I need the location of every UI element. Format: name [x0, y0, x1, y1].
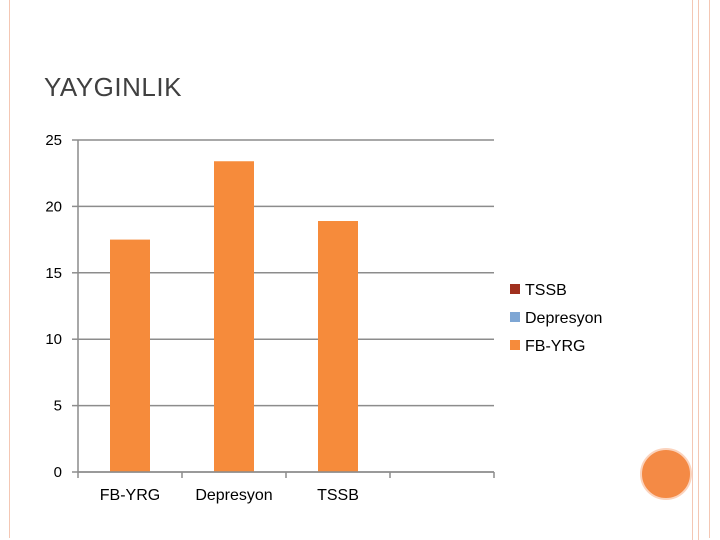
- x-tick-label: FB-YRG: [100, 487, 160, 504]
- x-tick-label: Depresyon: [195, 487, 272, 504]
- legend-swatch: [510, 340, 520, 350]
- y-tick-label: 25: [45, 132, 62, 149]
- slide-title: YAYGINLIK: [44, 72, 182, 102]
- y-tick-label: 10: [45, 331, 62, 348]
- decorative-circle: [640, 448, 692, 500]
- bar-tssb: [318, 221, 358, 472]
- bar-depresyon: [214, 161, 254, 473]
- y-tick-label: 20: [45, 198, 62, 215]
- y-tick-label: 15: [45, 265, 62, 282]
- slide-frame-line: [698, 0, 699, 540]
- x-tick-label: TSSB: [317, 487, 359, 504]
- slide-frame-line: [692, 0, 693, 540]
- slide-frame: [9, 0, 710, 538]
- legend-swatch: [510, 284, 520, 294]
- y-tick-label: 0: [54, 464, 62, 481]
- y-tick-label: 5: [54, 398, 62, 415]
- legend-label: Depresyon: [525, 310, 602, 327]
- legend-label: TSSB: [525, 282, 567, 299]
- bar-fb-yrg: [110, 239, 150, 472]
- legend-label: FB-YRG: [525, 338, 585, 355]
- legend-swatch: [510, 312, 520, 322]
